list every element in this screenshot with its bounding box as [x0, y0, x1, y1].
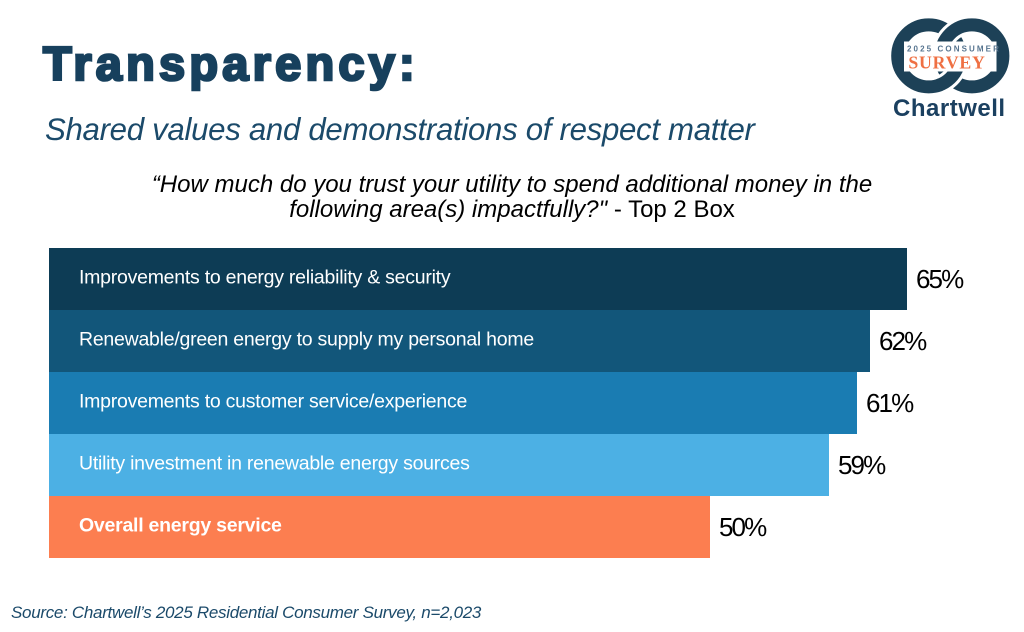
- svg-text:SURVEY: SURVEY: [908, 52, 985, 72]
- svg-text:2025 CONSUMER: 2025 CONSUMER: [907, 45, 1001, 54]
- svg-text:Chartwell: Chartwell: [893, 95, 1006, 122]
